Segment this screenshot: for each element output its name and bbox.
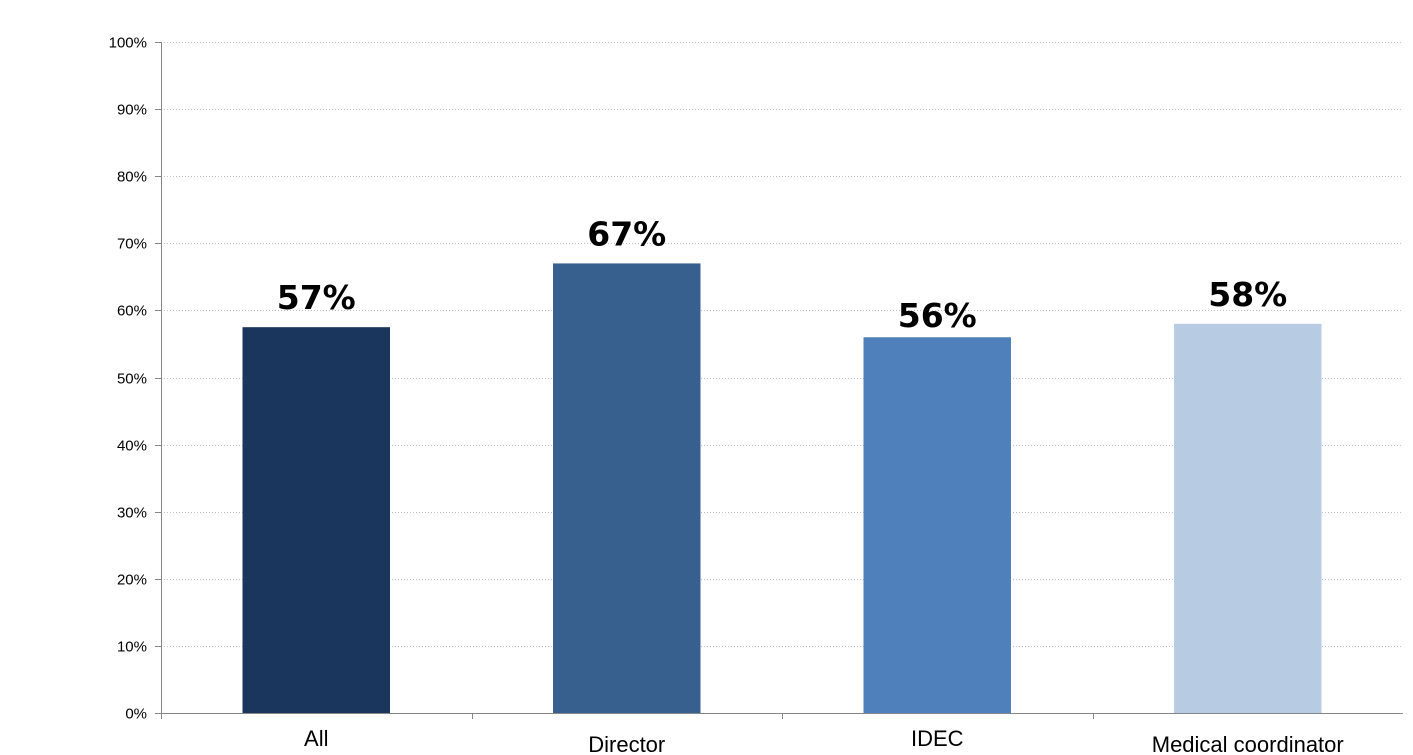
- bars: [242, 263, 1322, 713]
- data-label: 67%: [587, 214, 666, 253]
- y-tick-label: 10%: [117, 639, 147, 656]
- data-label: 56%: [898, 296, 977, 335]
- bar-all: [242, 327, 390, 713]
- axes: [155, 42, 1403, 719]
- data-label: 57%: [277, 278, 356, 317]
- bar-director: [553, 263, 701, 713]
- y-tick-label: 80%: [117, 169, 147, 186]
- bar-medical-coordinator: [1174, 323, 1322, 713]
- x-tick-label: IDEC: [911, 726, 964, 751]
- x-tick-label: All: [304, 726, 328, 751]
- data-label: 58%: [1208, 275, 1287, 314]
- bar-idec: [863, 337, 1011, 713]
- y-tick-label: 40%: [117, 438, 147, 455]
- y-tick-label: 20%: [117, 572, 147, 589]
- y-tick-label: 60%: [117, 303, 147, 320]
- y-tick-label: 0%: [125, 706, 147, 723]
- y-tick-label: 30%: [117, 505, 147, 522]
- labels: 0% 10% 20% 30% 40% 50% 60% 70% 80% 90% 100% 57% All 6…: [109, 35, 1344, 755]
- y-tick-label: 100%: [109, 35, 147, 52]
- y-tick-label: 90%: [117, 102, 147, 119]
- x-tick-label: Medical coordinator: [1152, 732, 1344, 755]
- y-tick-label: 70%: [117, 236, 147, 253]
- x-tick-label: Director: [588, 732, 665, 755]
- y-tick-label: 50%: [117, 371, 147, 388]
